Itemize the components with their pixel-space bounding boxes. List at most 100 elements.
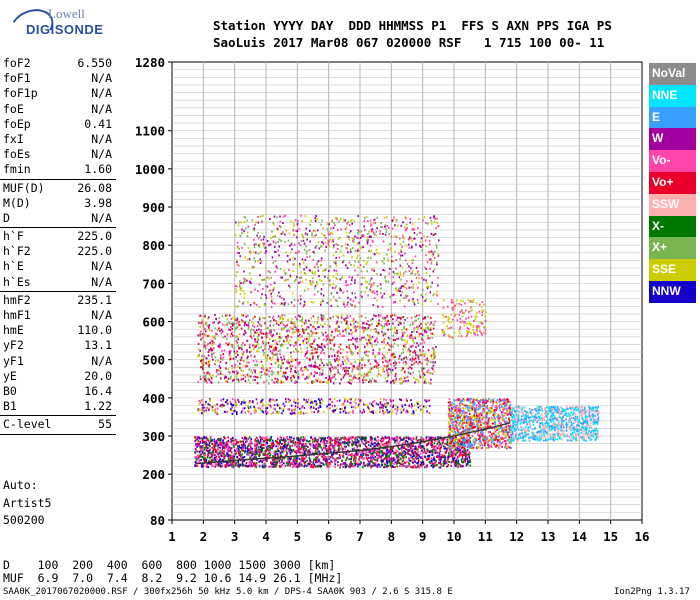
- echo-point: [287, 408, 289, 411]
- echo-point: [524, 414, 527, 417]
- echo-point: [541, 413, 543, 416]
- echo-point: [438, 452, 441, 455]
- echo-point: [533, 437, 535, 440]
- echo-point: [389, 463, 392, 466]
- echo-point: [520, 436, 523, 439]
- echo-point: [426, 444, 428, 446]
- echo-point: [207, 454, 210, 457]
- echo-point: [449, 424, 452, 427]
- echo-point: [458, 463, 460, 465]
- echo-point: [522, 419, 525, 422]
- echo-point: [571, 422, 573, 425]
- echo-point: [563, 426, 565, 429]
- echo-point: [478, 418, 481, 421]
- echo-point: [232, 455, 235, 458]
- echo-point: [254, 407, 256, 410]
- echo-point: [539, 436, 541, 439]
- echo-point: [581, 438, 583, 440]
- echo-point: [286, 444, 289, 447]
- echo-point: [341, 448, 344, 451]
- echo-point: [309, 443, 311, 446]
- echo-point: [485, 422, 487, 425]
- echo-point: [415, 437, 417, 440]
- echo-point: [568, 434, 570, 437]
- echo-point: [510, 429, 513, 431]
- echo-point: [275, 463, 277, 466]
- echo-point: [288, 447, 290, 450]
- echo-point: [509, 417, 511, 420]
- echo-point: [274, 440, 277, 442]
- echo-point: [329, 407, 331, 410]
- echo-point: [261, 410, 264, 413]
- echo-point: [296, 462, 299, 465]
- echo-point: [561, 418, 563, 420]
- echo-point: [246, 437, 249, 440]
- echo-point: [539, 424, 541, 427]
- echo-point: [330, 447, 332, 450]
- echo-point: [278, 465, 281, 467]
- echo-point: [313, 463, 316, 466]
- echo-point: [456, 466, 459, 469]
- echo-point: [528, 429, 530, 432]
- echo-point: [485, 426, 487, 429]
- echo-point: [504, 437, 506, 439]
- echo-point: [492, 418, 494, 421]
- echo-point: [582, 409, 585, 412]
- echo-point: [501, 405, 503, 408]
- echo-point: [401, 445, 404, 448]
- echo-point: [292, 459, 295, 462]
- echo-point: [209, 404, 211, 407]
- echo-point: [566, 415, 568, 418]
- echo-point: [479, 426, 481, 428]
- echo-point: [298, 441, 300, 444]
- echo-point: [229, 447, 232, 450]
- echo-point: [347, 454, 350, 456]
- echo-point: [263, 446, 265, 449]
- echo-point: [559, 416, 561, 418]
- echo-point: [450, 404, 453, 406]
- echo-point: [338, 453, 341, 456]
- echo-point: [338, 438, 341, 441]
- echo-point: [375, 452, 378, 455]
- echo-point: [272, 411, 274, 414]
- echo-point: [214, 408, 217, 411]
- echo-point: [539, 430, 541, 433]
- echo-point: [544, 416, 546, 418]
- echo-point: [460, 414, 462, 417]
- echo-point: [494, 434, 497, 437]
- echo-point: [460, 465, 462, 468]
- echo-point: [399, 408, 402, 411]
- echo-point: [503, 407, 505, 409]
- echo-point: [514, 434, 517, 437]
- echo-point: [543, 417, 545, 420]
- echo-point: [317, 398, 320, 401]
- echo-point: [306, 401, 309, 403]
- echo-point: [326, 439, 328, 442]
- echo-point: [388, 436, 391, 439]
- echo-point: [222, 443, 224, 446]
- echo-point: [223, 450, 225, 453]
- echo-point: [525, 418, 528, 421]
- echo-point: [530, 424, 532, 427]
- echo-point: [382, 406, 384, 409]
- echo-point: [194, 464, 196, 467]
- echo-point: [384, 456, 387, 459]
- echo-point: [200, 408, 202, 411]
- echo-point: [554, 408, 556, 411]
- echo-point: [354, 452, 357, 455]
- echo-point: [270, 436, 273, 439]
- echo-point: [511, 432, 514, 435]
- echo-point: [569, 421, 571, 424]
- echo-point: [448, 434, 451, 437]
- echo-point: [319, 443, 321, 446]
- echo-point: [278, 450, 280, 453]
- echo-point: [509, 408, 511, 411]
- echo-point: [252, 451, 254, 454]
- echo-point: [222, 398, 225, 401]
- echo-point: [552, 421, 555, 424]
- echo-point: [288, 458, 290, 461]
- echo-point: [339, 411, 342, 414]
- echo-point: [358, 459, 360, 462]
- echo-point: [583, 413, 586, 415]
- echo-point: [568, 426, 571, 429]
